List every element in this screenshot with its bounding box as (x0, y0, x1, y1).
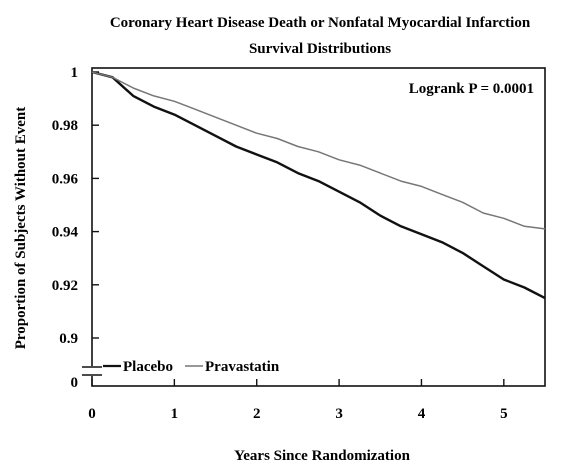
legend: Placebo Pravastatin (103, 359, 280, 375)
series-line-placebo (91, 70, 546, 300)
x-axis-label: Years Since Randomization (234, 448, 410, 464)
series-line-pravastatin (91, 71, 546, 230)
legend-label-placebo: Placebo (123, 359, 173, 375)
x-tick-label: 3 (335, 406, 343, 422)
y-tick-label-break: 0 (71, 375, 79, 391)
plot-frame (91, 67, 546, 387)
chart-title-line-1: Coronary Heart Disease Death or Nonfatal… (110, 15, 531, 31)
series-lines (91, 70, 546, 300)
x-tick-label: 5 (500, 406, 508, 422)
logrank-annotation: Logrank P = 0.0001 (409, 81, 534, 97)
y-tick-label: 1 (71, 65, 79, 81)
legend-label-pravastatin: Pravastatin (205, 359, 280, 375)
y-tick-label: 0.96 (52, 171, 79, 187)
y-axis-break (82, 366, 102, 376)
chart-title: Coronary Heart Disease Death or Nonfatal… (110, 15, 531, 57)
y-axis-label: Proportion of Subjects Without Event (13, 107, 29, 350)
x-tick-label: 1 (171, 406, 179, 422)
x-tick-label: 2 (253, 406, 261, 422)
x-tick-label: 4 (418, 406, 426, 422)
y-tick-label: 0.98 (52, 118, 78, 134)
y-tick-label: 0.9 (59, 331, 78, 347)
y-axis-ticks: 1 0.98 0.96 0.94 0.92 0.9 (52, 65, 99, 347)
x-axis-ticks: 0 1 2 3 4 5 (88, 379, 508, 422)
y-tick-label: 0.94 (52, 225, 79, 241)
x-tick-label: 0 (88, 406, 96, 422)
y-tick-label: 0.92 (52, 278, 78, 294)
chart-title-line-2: Survival Distributions (249, 41, 391, 57)
